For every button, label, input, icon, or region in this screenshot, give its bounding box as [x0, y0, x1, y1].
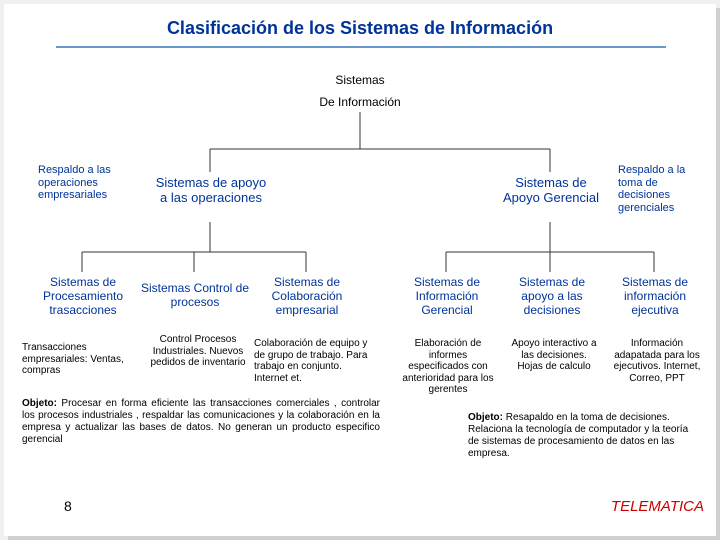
title-underline: [56, 46, 666, 48]
leaf-1-label: Sistemas de Procesamiento trasacciones: [30, 276, 136, 317]
objective-left-text: Procesar en forma eficiente las transacc…: [22, 398, 380, 445]
slide-frame: Clasificación de los Sistemas de Informa…: [4, 4, 716, 536]
objective-label-left: Objeto:: [22, 398, 57, 409]
leaf-6-desc: Información adapatada para los ejecutivo…: [612, 338, 702, 384]
leaf-6-label: Sistemas de información ejecutiva: [606, 276, 704, 317]
root-line1: Sistemas: [304, 74, 416, 88]
leaf-5-desc: Apoyo interactivo a las decisiones. Hoja…: [508, 338, 600, 373]
root-line2: De Información: [294, 96, 426, 110]
leaf-3-label: Sistemas de Colaboración empresarial: [256, 276, 358, 317]
objective-right: Objeto: Resapaldo en la toma de decision…: [468, 412, 700, 460]
leaf-4-desc: Elaboración de informes especificados co…: [402, 338, 494, 396]
objective-label-right: Objeto:: [468, 412, 503, 423]
leaf-2-desc: Control Procesos Industriales. Nuevos pe…: [146, 334, 250, 369]
slide-title: Clasificación de los Sistemas de Informa…: [4, 18, 716, 39]
side-note-left: Respaldo a las operaciones empresariales: [38, 164, 138, 202]
mid-right: Sistemas de Apoyo Gerencial: [498, 176, 604, 206]
brand-footer: TELEMATICA: [564, 498, 704, 515]
leaf-1-desc: Transacciones empresariales: Ventas, com…: [22, 342, 144, 377]
page-number: 8: [64, 498, 72, 514]
leaf-3-desc: Colaboración de equipo y de grupo de tra…: [254, 338, 376, 384]
objective-left: Objeto: Procesar en forma eficiente las …: [22, 398, 380, 446]
side-note-right: Respaldo a la toma de decisiones gerenci…: [618, 164, 708, 215]
leaf-2-label: Sistemas Control de procesos: [140, 282, 250, 310]
mid-left: Sistemas de apoyo a las operaciones: [152, 176, 270, 206]
leaf-4-label: Sistemas de Información Gerencial: [396, 276, 498, 317]
leaf-5-label: Sistemas de apoyo a las decisiones: [502, 276, 602, 317]
